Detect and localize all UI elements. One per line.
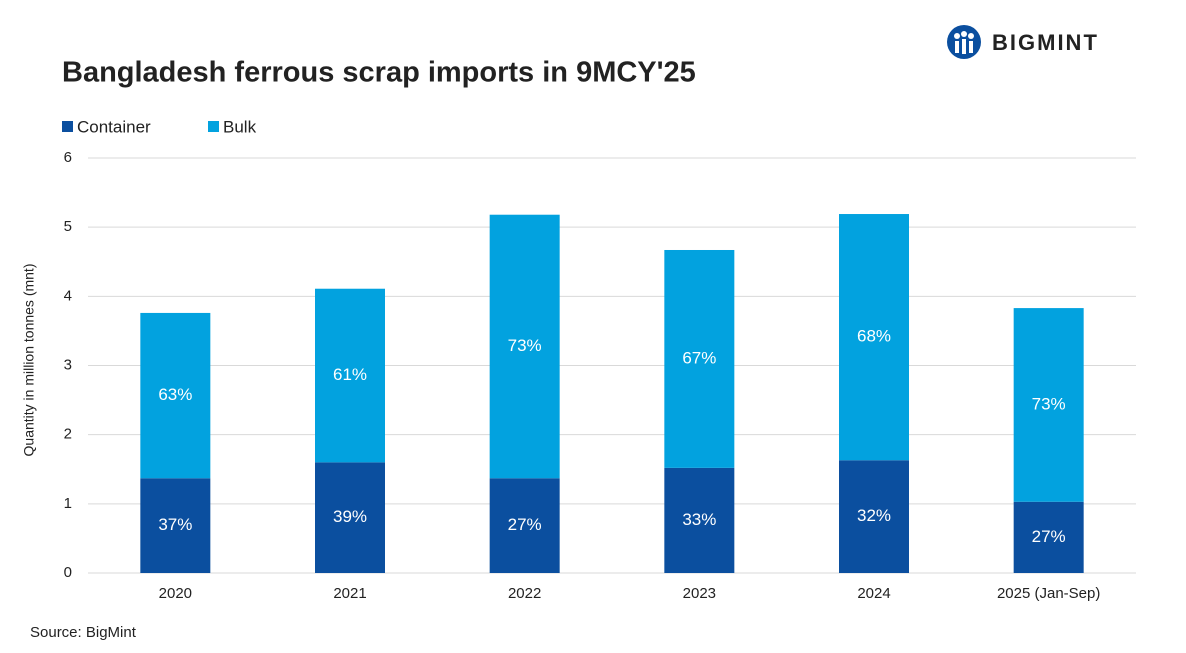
bar-segment [839,214,909,461]
bar-segment [315,288,385,463]
y-tick-label: 1 [64,495,72,512]
y-tick-label: 3 [64,356,72,373]
y-tick-label: 2 [64,426,72,443]
chart-title: Bangladesh ferrous scrap imports in 9MCY… [62,57,696,89]
share-label: 32% [857,506,891,525]
bar-segment [1013,501,1084,573]
x-tick-label: 2025 (Jan-Sep) [997,585,1100,602]
bar-segment [664,467,735,573]
y-axis-label: Quantity in million tonnes (mnt) [21,264,37,457]
share-label: 61% [333,365,367,384]
share-label: 27% [508,515,542,534]
share-label: 63% [158,385,192,404]
bar-segment [140,312,211,479]
share-label: 33% [682,510,716,529]
share-label: 27% [1032,527,1066,546]
y-tick-label: 4 [64,287,72,304]
bar-segment [315,462,385,573]
share-label: 37% [158,515,192,534]
bar-segment [489,478,560,573]
share-label: 39% [333,507,367,526]
x-tick-label: 2024 [857,585,890,602]
share-label: 73% [508,336,542,355]
x-tick-label: 2020 [159,585,192,602]
x-tick-label: 2021 [333,585,366,602]
bar-segment [489,214,560,479]
share-label: 68% [857,327,891,346]
y-tick-label: 6 [64,149,72,166]
y-tick-label: 5 [64,218,72,235]
y-tick-label: 0 [64,564,72,581]
legend-label: Bulk [223,117,257,136]
x-tick-label: 2022 [508,585,541,602]
bar-segment [839,460,909,573]
share-label: 67% [682,348,716,367]
bar-segment [664,249,735,468]
share-label: 73% [1032,394,1066,413]
bar-segment [1013,308,1084,502]
logo-text: BIGMINT [992,30,1099,55]
bar-segment [140,478,211,573]
legend-label: Container [77,117,151,136]
legend-swatch [208,121,219,132]
x-tick-label: 2023 [683,585,716,602]
source: Source: BigMint [30,624,137,641]
legend-swatch [62,121,73,132]
logo-icon [947,25,981,59]
